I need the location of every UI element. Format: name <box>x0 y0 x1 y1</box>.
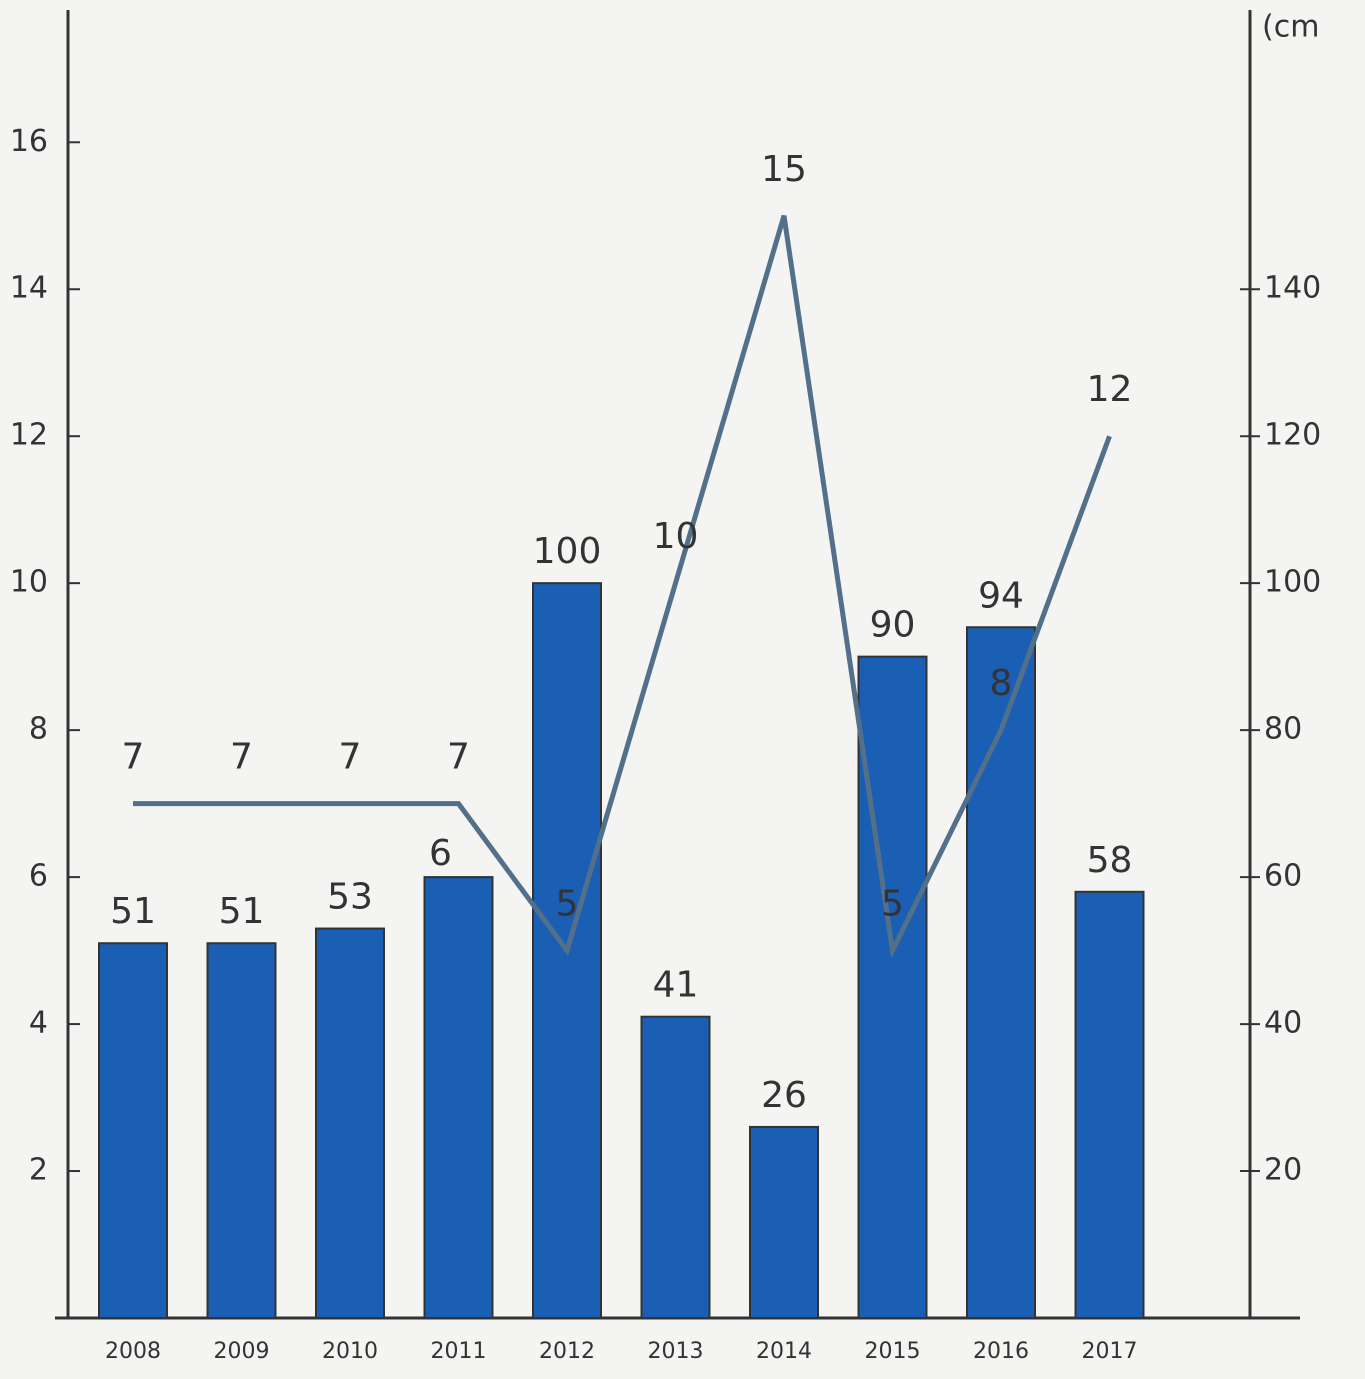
x-tick-label: 2010 <box>322 1339 378 1364</box>
bar-value-label: 26 <box>761 1075 807 1116</box>
line-value-label: 7 <box>447 737 470 778</box>
bar-value-label: 51 <box>110 891 156 932</box>
bar-value-label: 90 <box>870 605 916 646</box>
bar-value-label: 41 <box>653 965 699 1006</box>
y2-tick-label: 140 <box>1264 271 1321 306</box>
line-value-label: 7 <box>339 737 362 778</box>
bar <box>315 927 385 1319</box>
y2-tick-label: 100 <box>1264 565 1321 600</box>
y2-axis-label: (cm <box>1262 10 1319 45</box>
y-tick-label: 12 <box>10 418 48 453</box>
bar <box>1074 890 1145 1319</box>
line-value-label: 15 <box>761 149 807 190</box>
x-tick-label: 2015 <box>865 1339 921 1364</box>
bar <box>98 942 168 1319</box>
x-tick-label: 2011 <box>431 1339 487 1364</box>
bar-value-label: 51 <box>219 891 265 932</box>
line-value-label: 7 <box>122 737 145 778</box>
y-tick-label: 8 <box>29 712 48 747</box>
x-tick-label: 2017 <box>1082 1339 1138 1364</box>
bar-value-label: 53 <box>327 877 373 918</box>
y-tick-label: 10 <box>10 565 48 600</box>
y-tick-label: 16 <box>10 124 48 159</box>
bar <box>640 1015 711 1319</box>
bar <box>206 942 277 1319</box>
line-value-label: 8 <box>990 663 1013 704</box>
bar <box>749 1125 819 1320</box>
y2-tick-label: 40 <box>1264 1006 1302 1041</box>
y-tick-label: 14 <box>10 271 48 306</box>
y-tick-label: 2 <box>29 1153 48 1188</box>
line-value-label: 5 <box>881 884 904 925</box>
bar-value-label: 58 <box>1087 840 1133 881</box>
y2-tick-label: 80 <box>1264 712 1302 747</box>
line-value-label: 12 <box>1087 369 1133 410</box>
bar-value-label: 94 <box>978 575 1024 616</box>
line <box>133 215 1112 959</box>
x-tick-label: 2008 <box>105 1339 161 1364</box>
line-value-label: 10 <box>653 516 699 557</box>
bar-value-label: 100 <box>533 531 602 572</box>
bar <box>423 876 494 1319</box>
x-tick-label: 2014 <box>756 1339 812 1364</box>
y2-tick-label: 20 <box>1264 1153 1302 1188</box>
y2-tick-label: 120 <box>1264 418 1321 453</box>
bar <box>966 626 1036 1319</box>
x-tick-label: 2016 <box>973 1339 1029 1364</box>
y-tick-label: 4 <box>29 1006 48 1041</box>
x-tick-label: 2012 <box>539 1339 595 1364</box>
annotation: 6 <box>429 833 452 874</box>
x-tick-label: 2009 <box>214 1339 270 1364</box>
bar <box>857 655 928 1319</box>
line-value-label: 7 <box>230 737 253 778</box>
y2-tick-label: 60 <box>1264 859 1302 894</box>
x-tick-label: 2013 <box>648 1339 704 1364</box>
line-value-label: 5 <box>556 884 579 925</box>
y-tick-label: 6 <box>29 859 48 894</box>
